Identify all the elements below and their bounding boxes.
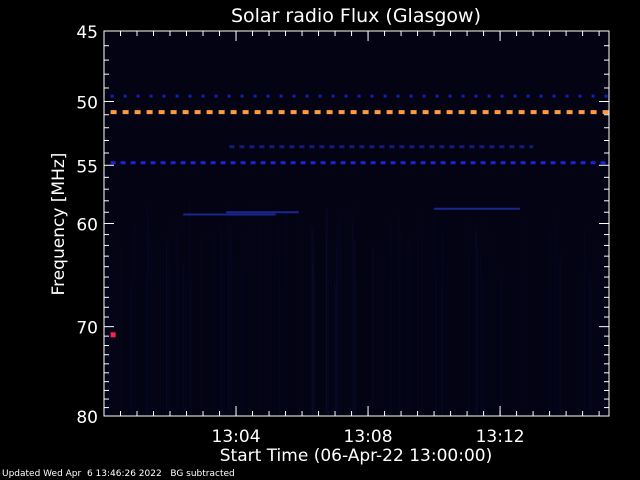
y-tick-label: 80 (76, 408, 98, 428)
chart-title: Solar radio Flux (Glasgow) (231, 5, 481, 27)
y-tick-label: 50 (76, 94, 98, 114)
y-tick-label: 70 (76, 319, 98, 339)
background-note: BG subtracted (170, 469, 235, 479)
y-tick-label: 55 (76, 157, 98, 177)
x-tick-label: 13:04 (212, 427, 261, 447)
plot-area (104, 31, 609, 416)
axes: 45 50 55 60 70 80 13:04 13:08 13:12 (76, 23, 610, 447)
y-tick-label: 45 (76, 23, 98, 43)
y-tick-label: 60 (76, 216, 98, 236)
x-tick-label: 13:08 (344, 427, 393, 447)
x-tick-label: 13:12 (476, 427, 525, 447)
x-axis-title: Start Time (06-Apr-22 13:00:00) (220, 446, 492, 466)
hotspot (110, 332, 116, 338)
plot-background (104, 31, 609, 416)
footer: Updated Wed Apr 6 13:46:26 2022 BG subtr… (2, 469, 235, 479)
y-axis-title: Frequency [MHz] (49, 153, 69, 296)
updated-timestamp: Updated Wed Apr 6 13:46:26 2022 (2, 469, 162, 479)
